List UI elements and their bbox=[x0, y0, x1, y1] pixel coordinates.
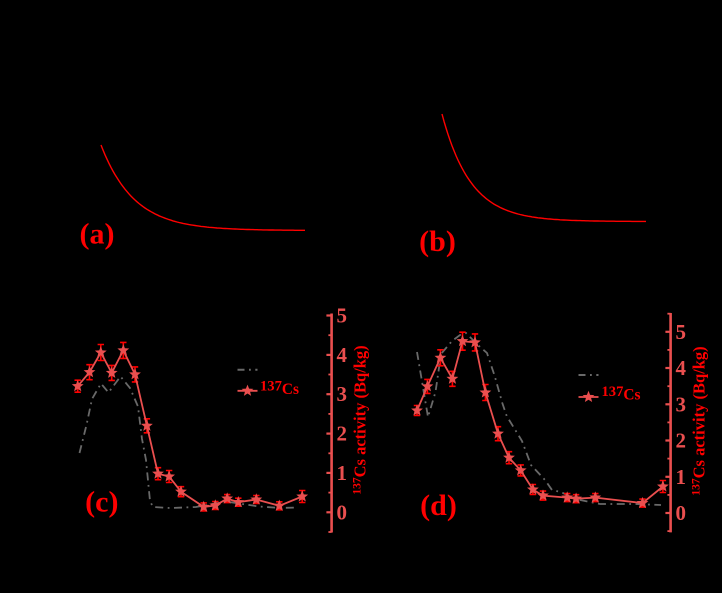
svg-text:(c): (c) bbox=[85, 486, 118, 519]
svg-text:137Cs activity (Bq/kg): 137Cs activity (Bq/kg) bbox=[690, 346, 709, 495]
svg-text:(a): (a) bbox=[80, 218, 115, 251]
svg-text:4: 4 bbox=[676, 356, 687, 380]
svg-text:1: 1 bbox=[676, 465, 687, 489]
svg-text:4: 4 bbox=[337, 343, 348, 367]
svg-text:(b): (b) bbox=[419, 225, 456, 258]
svg-text:0: 0 bbox=[337, 500, 348, 524]
svg-text:2: 2 bbox=[676, 429, 687, 453]
svg-text:5: 5 bbox=[676, 320, 687, 344]
svg-text:0: 0 bbox=[676, 501, 687, 525]
svg-text:5: 5 bbox=[337, 304, 348, 328]
svg-text:137Cs activity (Bq/kg): 137Cs activity (Bq/kg) bbox=[351, 345, 370, 494]
svg-text:3: 3 bbox=[337, 382, 348, 406]
svg-text:137Cs: 137Cs bbox=[602, 384, 641, 404]
svg-text:(d): (d) bbox=[420, 489, 457, 522]
svg-text:137Cs: 137Cs bbox=[260, 379, 299, 399]
svg-text:2: 2 bbox=[337, 422, 348, 446]
svg-text:1: 1 bbox=[337, 461, 348, 485]
svg-text:3: 3 bbox=[676, 392, 687, 416]
